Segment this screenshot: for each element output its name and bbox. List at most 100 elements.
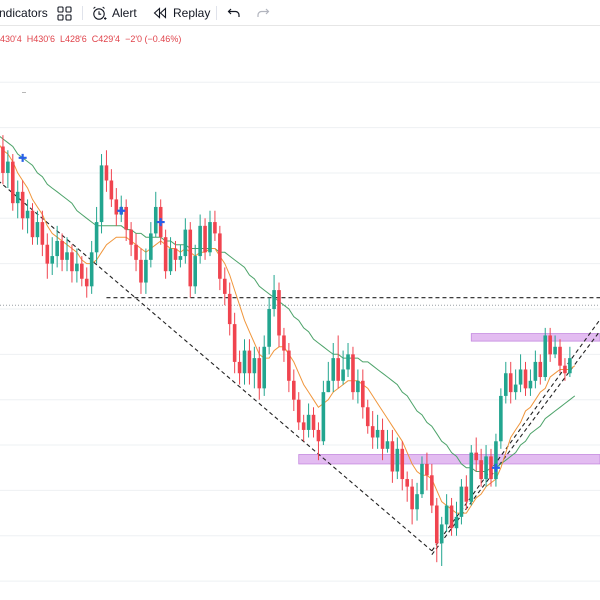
candle-body bbox=[80, 263, 84, 279]
candle-body bbox=[430, 475, 434, 506]
candle-body bbox=[257, 358, 262, 389]
candle-body bbox=[528, 380, 533, 389]
candle-body bbox=[365, 407, 370, 427]
candle-body bbox=[282, 335, 286, 351]
candle-body bbox=[55, 240, 59, 257]
candle-body bbox=[25, 210, 30, 219]
candle-body bbox=[454, 516, 459, 529]
candle-body bbox=[301, 422, 306, 430]
candle-body bbox=[558, 346, 562, 366]
candle-body bbox=[35, 222, 40, 238]
candle-body bbox=[153, 206, 158, 234]
alert-button[interactable]: Alert bbox=[91, 0, 137, 26]
candle-body bbox=[193, 256, 197, 287]
candle-body bbox=[50, 256, 55, 264]
candle-body bbox=[503, 373, 508, 396]
candle-body bbox=[139, 259, 143, 283]
candle-body bbox=[543, 335, 548, 378]
candle-body bbox=[10, 161, 15, 204]
undo-button[interactable] bbox=[227, 0, 241, 26]
candle-body bbox=[178, 256, 183, 260]
candle-body bbox=[218, 233, 222, 279]
trend-line bbox=[0, 181, 433, 552]
indicators-button[interactable]: ndicators bbox=[0, 0, 48, 26]
replay-label: Replay bbox=[173, 6, 211, 20]
candle-body bbox=[361, 380, 365, 408]
grid-layout-icon bbox=[57, 5, 72, 21]
candle-body bbox=[168, 248, 173, 272]
candle-body bbox=[449, 505, 454, 529]
candle-body bbox=[489, 456, 493, 480]
candle-body bbox=[1, 146, 5, 173]
candle-body bbox=[6, 161, 10, 173]
chart-toolbar: ndicators Alert Replay bbox=[0, 0, 600, 26]
candle-body bbox=[336, 358, 340, 381]
candle-body bbox=[129, 229, 133, 245]
candle-body bbox=[380, 429, 385, 449]
signal-cross-marker bbox=[156, 218, 165, 227]
layout-templates-button[interactable] bbox=[57, 0, 72, 26]
candle-body bbox=[173, 248, 178, 260]
toolbar-divider bbox=[216, 6, 217, 20]
candle-body bbox=[479, 460, 483, 480]
rewind-icon bbox=[153, 7, 167, 19]
candle-body bbox=[563, 365, 567, 374]
candle-body bbox=[232, 324, 237, 362]
candle-body bbox=[208, 222, 212, 253]
open-value: 430'4 bbox=[0, 34, 22, 44]
candle-body bbox=[99, 165, 104, 223]
replay-button[interactable]: Replay bbox=[153, 0, 210, 26]
candle-body bbox=[390, 441, 395, 472]
candle-body bbox=[84, 278, 89, 287]
alert-label: Alert bbox=[112, 6, 137, 20]
candle-body bbox=[262, 346, 267, 389]
candle-body bbox=[356, 380, 360, 393]
candle-body bbox=[568, 358, 572, 374]
candle-body bbox=[444, 505, 449, 525]
candle-body bbox=[351, 354, 355, 393]
candle-body bbox=[469, 452, 474, 502]
candle-body bbox=[375, 429, 380, 438]
candle-body bbox=[508, 373, 513, 393]
close-value: C429'4 bbox=[91, 34, 121, 44]
candle-body bbox=[459, 486, 464, 517]
candle-body bbox=[331, 358, 336, 381]
candle-body bbox=[296, 399, 301, 423]
price-chart[interactable] bbox=[0, 52, 600, 600]
candle-body bbox=[518, 369, 523, 385]
candle-body bbox=[247, 350, 252, 374]
slow-moving-average-line bbox=[0, 136, 576, 472]
candle-body bbox=[553, 346, 557, 355]
candle-body bbox=[237, 361, 242, 374]
candle-body bbox=[523, 369, 528, 389]
candle-body bbox=[104, 165, 109, 181]
candle-body bbox=[15, 191, 20, 204]
candle-body bbox=[163, 237, 168, 272]
candle-body bbox=[30, 210, 35, 238]
candle-body bbox=[70, 252, 74, 272]
candle-body bbox=[149, 233, 153, 260]
candle-body bbox=[434, 505, 439, 544]
fast-moving-average-line bbox=[0, 144, 576, 514]
candle-body bbox=[321, 392, 326, 442]
candle-body bbox=[341, 369, 345, 381]
candle-body bbox=[410, 486, 414, 510]
candle-body bbox=[533, 361, 538, 381]
candle-body bbox=[272, 290, 276, 309]
candle-body bbox=[439, 524, 444, 544]
change-value: −2'0 (−0.46%) bbox=[125, 34, 182, 44]
candle-body bbox=[484, 456, 488, 480]
candle-body bbox=[203, 225, 207, 253]
candle-body bbox=[188, 229, 193, 287]
candle-body bbox=[425, 463, 429, 476]
legend-dash bbox=[22, 92, 26, 93]
zone-rect bbox=[298, 454, 600, 465]
redo-button[interactable] bbox=[256, 0, 270, 26]
candle-body bbox=[144, 259, 148, 283]
candle-body bbox=[538, 361, 543, 378]
redo-icon bbox=[256, 7, 270, 19]
candle-body bbox=[109, 180, 114, 200]
candle-body bbox=[311, 414, 316, 430]
low-value: L428'6 bbox=[60, 34, 87, 44]
candle-body bbox=[75, 263, 79, 272]
